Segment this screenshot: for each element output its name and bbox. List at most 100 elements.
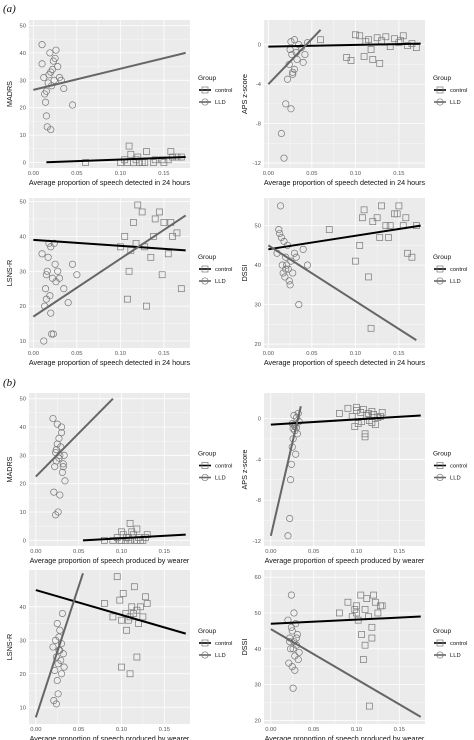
lld-point: [285, 277, 293, 285]
control-point: [125, 267, 133, 275]
lld-point: [290, 36, 299, 44]
lld-point: [51, 54, 59, 62]
y-tick-label: 30: [255, 683, 261, 689]
lld-point: [54, 63, 62, 71]
lld-point: [43, 267, 51, 275]
lld-point: [284, 532, 292, 540]
lld-fit-line: [269, 406, 302, 537]
y-tick-label: 20: [20, 672, 26, 678]
section-label-b: (b): [3, 377, 16, 389]
lld-point: [279, 269, 287, 277]
y-tick-label: 40: [20, 425, 26, 431]
control-point: [365, 36, 372, 44]
x-tick-label: 0.10: [115, 351, 126, 357]
control-point: [167, 148, 175, 155]
legend-title: Group: [198, 254, 216, 261]
control-point: [127, 150, 135, 158]
y-tick-label: 40: [255, 647, 261, 653]
control-point: [361, 641, 369, 649]
x-tick-label: 0.00: [30, 727, 41, 733]
control-fit-line: [35, 589, 186, 635]
control-point: [359, 656, 367, 663]
control-point: [360, 53, 368, 60]
control-point: [368, 623, 376, 631]
control-point: [395, 39, 403, 47]
y-tick-label: 40: [20, 234, 26, 240]
control-point: [358, 631, 365, 638]
y-axis-title: LSNS-R: [5, 634, 14, 660]
y-tick-label: 10: [20, 705, 26, 711]
lld-point: [295, 301, 303, 309]
lld-point: [292, 253, 300, 261]
control-point: [378, 409, 386, 416]
chart-panel-5: 0.00 0.05 0.10 0.15 0 10 20 30 40 50 Average propo…: [5, 393, 232, 565]
y-tick-label: 20: [20, 106, 26, 112]
control-point: [361, 433, 369, 441]
x-tick-label: 0.10: [115, 171, 126, 177]
control-point: [123, 626, 130, 634]
lld-point: [287, 623, 295, 631]
lld-point: [38, 41, 46, 49]
x-tick-label: 0.15: [393, 171, 404, 177]
y-axis-title: MADRS: [5, 81, 14, 107]
data-layer: [34, 573, 186, 718]
lld-fit-line: [35, 397, 114, 478]
control-fit-line: [33, 238, 186, 252]
control-point: [344, 598, 352, 606]
legend-label-control: control: [215, 464, 232, 470]
control-point: [133, 525, 141, 533]
lld-point: [58, 468, 66, 476]
control-point: [150, 233, 157, 240]
x-tick-label: 0.15: [158, 171, 169, 177]
control-point: [371, 421, 379, 428]
control-point: [365, 410, 372, 417]
control-point: [160, 219, 168, 226]
y-tick-label: 60: [255, 575, 261, 581]
x-tick-label: 0.00: [30, 549, 41, 555]
y-tick-label: 0: [258, 417, 261, 423]
chart-panel-7: 0.00 0.05 0.10 0.15 10 20 30 40 Average proporti…: [5, 570, 232, 740]
legend-title: Group: [198, 628, 216, 635]
y-axis-title: DSSI: [240, 265, 249, 282]
lld-point: [53, 676, 61, 685]
lld-point: [289, 70, 297, 78]
lld-point: [51, 511, 60, 519]
lld-point: [44, 253, 52, 261]
lld-point: [283, 75, 292, 83]
control-point: [382, 33, 390, 41]
lld-point: [287, 38, 295, 46]
y-tick-label: 20: [20, 304, 26, 310]
x-tick-label: 0.00: [263, 171, 274, 177]
x-tick-label: 0.15: [394, 549, 405, 555]
lld-fit-line: [267, 29, 322, 85]
lld-point: [59, 460, 67, 468]
y-tick-label: 50: [20, 23, 26, 29]
legend-key-marker-control: [201, 639, 209, 647]
lld-point: [68, 260, 77, 268]
lld-point: [292, 450, 300, 458]
x-tick-label: 0.05: [73, 727, 84, 733]
x-axis-title: Average proportion of speech detected in…: [264, 358, 426, 367]
control-fit-line: [270, 615, 421, 625]
y-tick-label: -4: [256, 457, 262, 463]
legend-key-marker-lld: [201, 651, 209, 659]
lld-point: [56, 491, 64, 499]
x-tick-label: 0.15: [158, 351, 169, 357]
lld-point: [53, 620, 61, 628]
lld-point: [42, 112, 50, 120]
control-point: [344, 404, 352, 412]
lld-point: [286, 476, 295, 484]
data-layer: [270, 591, 422, 718]
control-point: [151, 215, 159, 223]
control-point: [119, 590, 127, 597]
y-tick-label: 10: [20, 510, 26, 516]
x-tick-label: 0.00: [263, 351, 274, 357]
x-tick-label: 0.05: [306, 171, 317, 177]
control-point: [158, 271, 166, 279]
y-tick-label: 10: [20, 133, 26, 139]
control-point: [367, 46, 375, 53]
legend-key-marker-control: [436, 639, 444, 647]
y-tick-label: 50: [255, 611, 261, 617]
lld-point: [52, 46, 60, 54]
